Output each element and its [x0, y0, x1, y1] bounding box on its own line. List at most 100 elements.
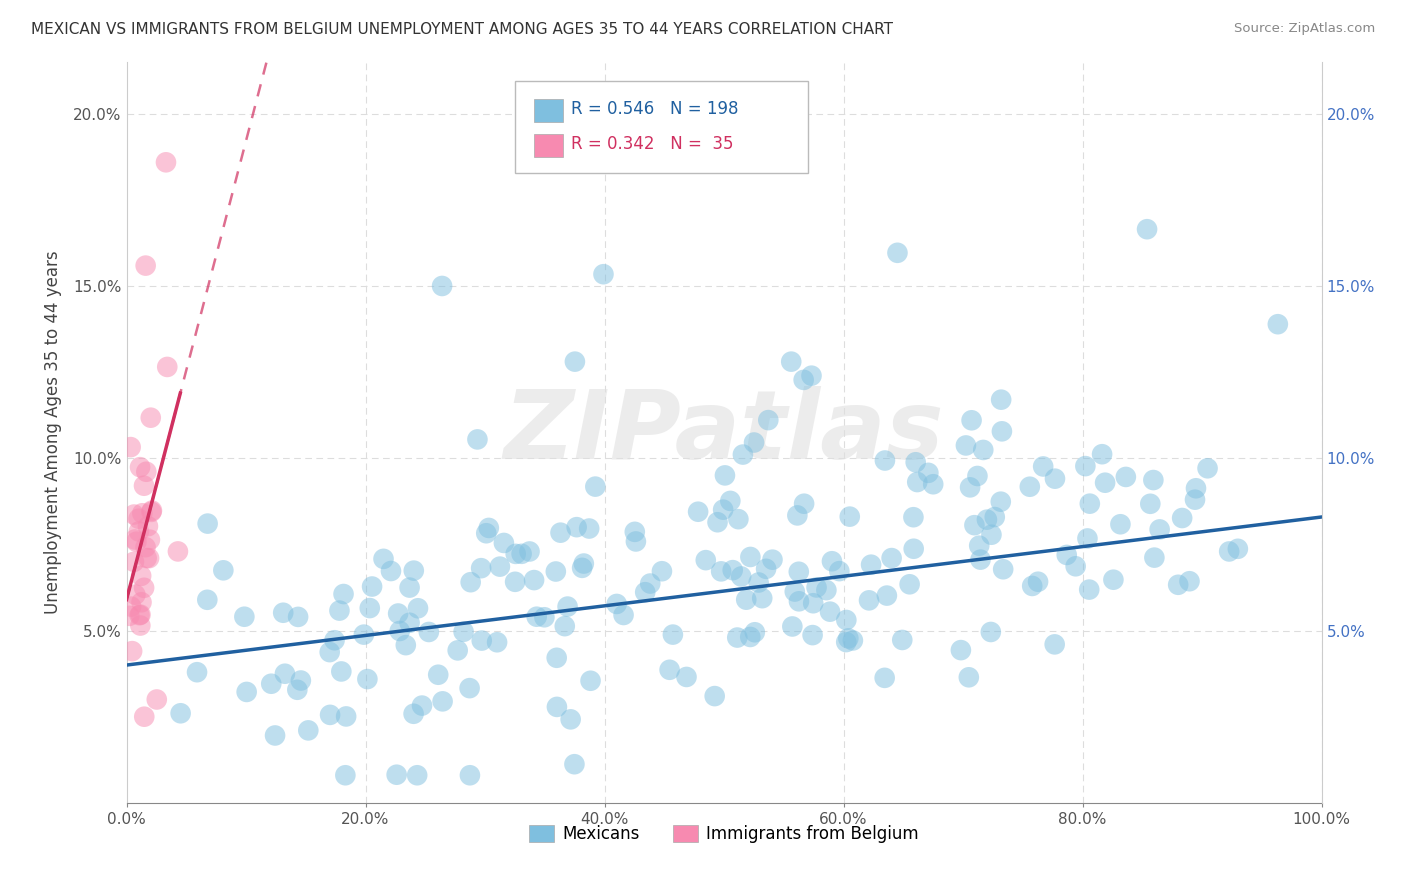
Point: [706, 515, 728, 529]
Point: [186, 665, 208, 680]
Point: [135, 465, 157, 479]
Point: [1184, 492, 1206, 507]
Point: [411, 698, 433, 713]
Point: [990, 392, 1012, 407]
Point: [155, 155, 177, 169]
Point: [731, 448, 754, 462]
Point: [949, 643, 972, 657]
Point: [1026, 574, 1049, 589]
Point: [235, 685, 257, 699]
Point: [402, 564, 425, 578]
Point: [904, 455, 927, 469]
Point: [903, 541, 925, 556]
Point: [623, 524, 645, 539]
Point: [533, 610, 555, 624]
Point: [233, 609, 256, 624]
Point: [1074, 459, 1097, 474]
Point: [579, 673, 602, 688]
Point: [1218, 544, 1240, 558]
Point: [486, 635, 509, 649]
Point: [505, 547, 527, 561]
Point: [755, 562, 778, 576]
Point: [1043, 472, 1066, 486]
Point: [554, 619, 576, 633]
Point: [991, 562, 1014, 576]
Point: [801, 596, 824, 610]
Point: [546, 650, 568, 665]
Point: [721, 563, 744, 577]
Point: [1109, 517, 1132, 532]
Point: [135, 551, 157, 566]
Point: [285, 682, 308, 697]
Point: [398, 615, 420, 630]
Point: [564, 354, 586, 368]
Point: [905, 475, 928, 489]
Point: [922, 477, 945, 491]
Point: [128, 524, 150, 539]
Point: [873, 453, 896, 467]
Point: [1226, 541, 1249, 556]
Point: [427, 667, 450, 681]
Point: [725, 631, 748, 645]
Point: [557, 599, 579, 614]
Point: [138, 551, 160, 566]
Point: [356, 672, 378, 686]
Point: [967, 539, 990, 553]
Point: [969, 552, 991, 566]
Point: [662, 627, 685, 641]
Point: [359, 601, 381, 615]
Text: MEXICAN VS IMMIGRANTS FROM BELGIUM UNEMPLOYMENT AMONG AGES 35 TO 44 YEARS CORREL: MEXICAN VS IMMIGRANTS FROM BELGIUM UNEMP…: [31, 22, 893, 37]
Point: [638, 576, 661, 591]
Point: [634, 585, 657, 599]
Point: [195, 592, 218, 607]
Point: [197, 516, 219, 531]
Point: [330, 665, 353, 679]
Point: [264, 729, 287, 743]
Point: [842, 633, 865, 648]
Point: [118, 608, 141, 623]
Point: [876, 589, 898, 603]
Point: [800, 368, 823, 383]
Point: [297, 723, 319, 738]
Point: [1136, 222, 1159, 236]
Y-axis label: Unemployment Among Ages 35 to 44 years: Unemployment Among Ages 35 to 44 years: [44, 251, 62, 615]
Point: [624, 534, 647, 549]
Point: [578, 522, 600, 536]
Point: [898, 577, 921, 591]
Point: [460, 575, 482, 590]
Point: [353, 627, 375, 641]
Point: [129, 607, 152, 622]
Point: [510, 547, 533, 561]
Point: [131, 506, 153, 520]
Point: [475, 526, 498, 541]
Point: [471, 633, 494, 648]
Point: [560, 712, 582, 726]
Point: [167, 544, 190, 558]
Point: [783, 584, 806, 599]
Point: [873, 671, 896, 685]
Point: [271, 606, 294, 620]
Point: [388, 624, 411, 638]
Point: [478, 521, 501, 535]
Point: [748, 575, 770, 590]
Point: [139, 410, 162, 425]
Point: [837, 632, 859, 646]
Point: [402, 706, 425, 721]
Point: [782, 619, 804, 633]
Point: [387, 607, 409, 621]
Point: [761, 552, 783, 566]
Point: [828, 564, 851, 578]
Point: [703, 689, 725, 703]
Point: [132, 581, 155, 595]
Point: [1167, 578, 1189, 592]
Point: [128, 512, 150, 526]
Point: [1115, 470, 1137, 484]
Point: [1064, 559, 1087, 574]
Point: [710, 565, 733, 579]
Point: [583, 480, 606, 494]
Point: [287, 610, 309, 624]
Point: [1197, 461, 1219, 475]
Point: [571, 561, 593, 575]
Point: [751, 591, 773, 606]
Point: [1267, 317, 1289, 331]
